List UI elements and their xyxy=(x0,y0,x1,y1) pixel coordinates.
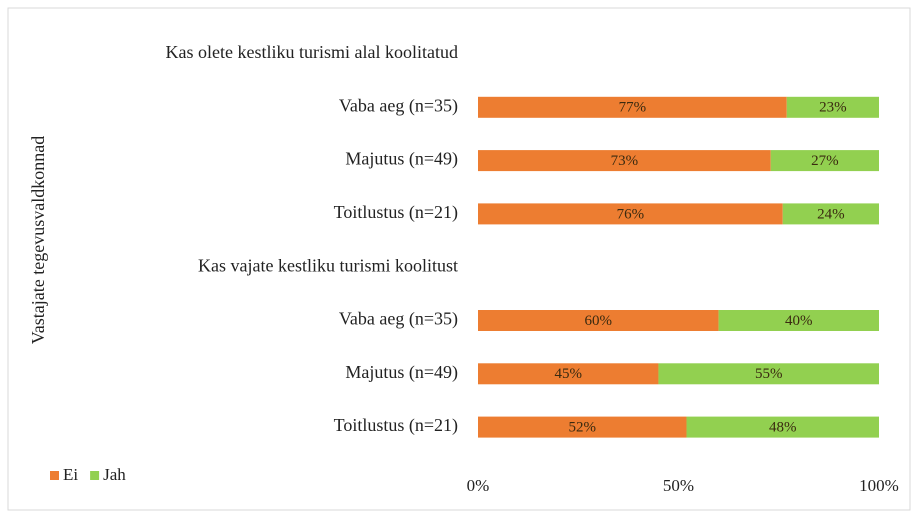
legend-swatch xyxy=(90,471,100,480)
category-label: Vaba aeg (n=35) xyxy=(339,309,458,330)
x-tick-label: 50% xyxy=(663,476,694,495)
data-label: 77% xyxy=(619,100,647,116)
data-label: 27% xyxy=(811,153,839,169)
data-label: 45% xyxy=(554,366,582,382)
bar-segment xyxy=(478,150,771,172)
bar-segment xyxy=(478,310,719,331)
category-label: Toitlustus (n=21) xyxy=(334,415,458,436)
bar-segment xyxy=(478,203,783,225)
bar-segment xyxy=(718,310,879,331)
category-label: Majutus (n=49) xyxy=(345,149,458,170)
x-tick-label: 100% xyxy=(859,476,899,495)
category-label: Kas vajate kestliku turismi koolitust xyxy=(198,255,458,275)
data-label: 60% xyxy=(585,313,613,329)
bar-segment xyxy=(786,96,879,118)
y-axis-label: Vastajate tegevusvaldkonnad xyxy=(28,136,48,344)
category-label: Toitlustus (n=21) xyxy=(334,202,458,223)
bar-segment xyxy=(658,363,879,385)
x-tick-label: 0% xyxy=(467,476,490,495)
legend-swatch xyxy=(50,471,59,480)
legend-label: Jah xyxy=(103,465,126,484)
data-label: 55% xyxy=(755,366,783,382)
data-label: 40% xyxy=(785,313,813,329)
bar-segment xyxy=(686,416,879,438)
data-label: 48% xyxy=(769,420,797,436)
bar-segment xyxy=(782,203,879,225)
legend-label: Ei xyxy=(63,465,78,484)
category-label: Majutus (n=49) xyxy=(345,362,458,383)
data-label: 76% xyxy=(617,206,645,222)
data-label: 73% xyxy=(611,153,639,169)
bar-segment xyxy=(478,416,687,438)
category-label: Kas olete kestliku turismi alal koolitat… xyxy=(166,42,458,62)
data-label: 24% xyxy=(817,206,845,222)
data-label: 23% xyxy=(819,100,847,116)
bar-segment xyxy=(478,96,787,118)
bar-segment xyxy=(770,150,879,172)
data-label: 52% xyxy=(569,420,597,436)
bar-segment xyxy=(478,363,659,385)
category-label: Vaba aeg (n=35) xyxy=(339,95,458,116)
